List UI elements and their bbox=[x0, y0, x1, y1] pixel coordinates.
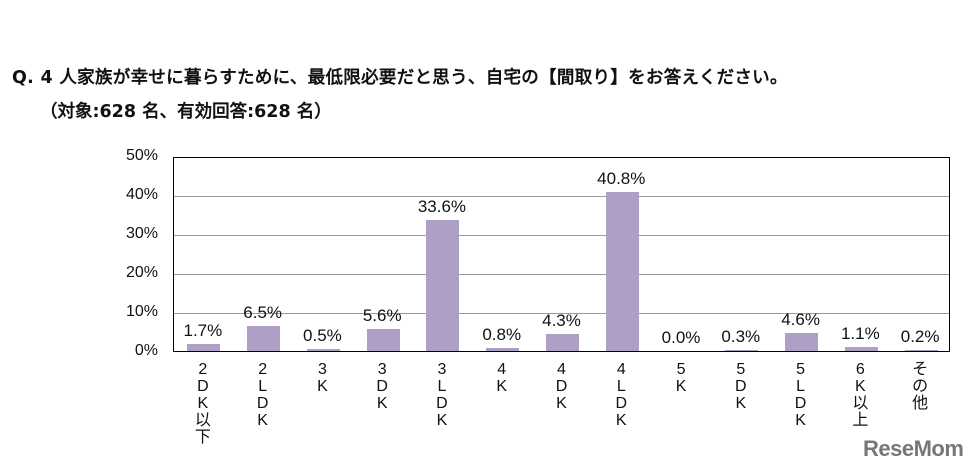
value-label: 1.7% bbox=[183, 321, 223, 341]
gridline bbox=[174, 196, 949, 197]
value-label: 0.8% bbox=[482, 324, 522, 344]
bar bbox=[366, 329, 400, 351]
value-label: 0.5% bbox=[303, 326, 342, 346]
value-label: 5.6% bbox=[362, 306, 402, 326]
bar bbox=[306, 349, 340, 351]
bar bbox=[486, 347, 520, 351]
y-tick-label: 50% bbox=[125, 147, 158, 164]
bar bbox=[187, 344, 221, 351]
value-label: 33.6% bbox=[417, 196, 467, 216]
bar bbox=[904, 350, 938, 351]
resemom-logo: ReseMom bbox=[863, 436, 964, 461]
question-subtitle: （対象:628 名、有効回答:628 名） bbox=[40, 102, 332, 122]
bar bbox=[725, 349, 759, 351]
y-tick-label: 0% bbox=[134, 342, 158, 359]
y-tick-label: 40% bbox=[125, 186, 158, 203]
question-title: Q. 4 人家族が幸せに暮らすために、最低限必要だと思う、自宅の【間取り】をお答… bbox=[12, 68, 788, 88]
bar bbox=[247, 325, 281, 351]
gridline bbox=[174, 235, 949, 236]
y-tick-label: 30% bbox=[125, 225, 158, 242]
plot-area bbox=[173, 157, 950, 352]
bar bbox=[844, 346, 878, 351]
value-label: 1.1% bbox=[840, 323, 880, 343]
value-label: 4.3% bbox=[542, 311, 581, 331]
bar bbox=[605, 191, 639, 351]
value-label: 0.2% bbox=[900, 327, 940, 347]
y-tick-label: 10% bbox=[125, 303, 158, 320]
value-label: 0.0% bbox=[661, 328, 701, 347]
value-label: 0.3% bbox=[721, 326, 761, 346]
value-label: 6.5% bbox=[243, 302, 283, 322]
value-label: 4.6% bbox=[781, 310, 820, 330]
gridline bbox=[174, 313, 949, 314]
bar bbox=[785, 333, 819, 351]
value-label: 40.8% bbox=[597, 168, 646, 188]
bar bbox=[426, 219, 460, 351]
gridline bbox=[174, 274, 949, 275]
x-tick-label: その他 bbox=[912, 361, 929, 412]
y-tick-label: 20% bbox=[125, 264, 158, 281]
bar bbox=[546, 334, 579, 351]
